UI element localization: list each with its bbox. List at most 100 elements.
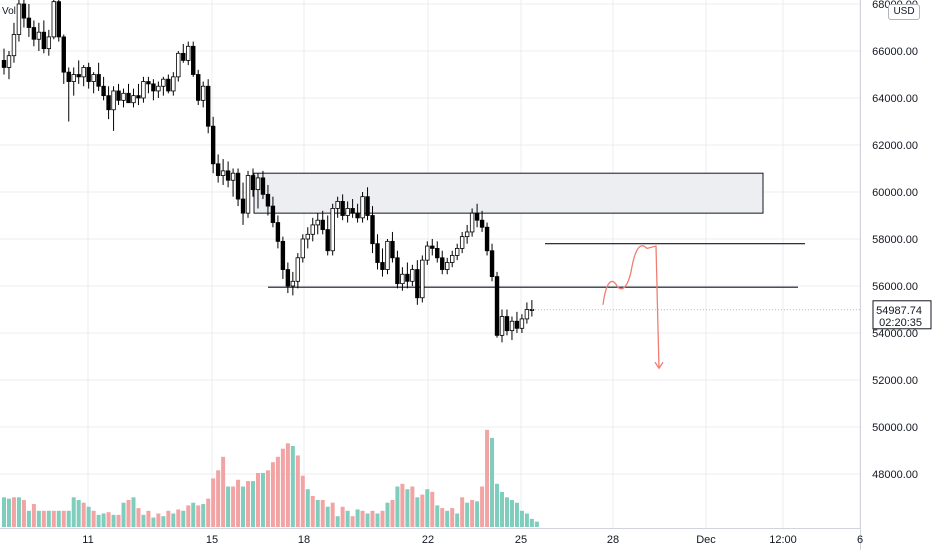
volume-bar xyxy=(385,502,390,527)
candle-body xyxy=(46,36,52,50)
candle xyxy=(196,69,201,106)
candle-body xyxy=(435,247,440,259)
candle-body xyxy=(66,71,71,82)
candle-body xyxy=(151,83,156,92)
candle xyxy=(6,51,12,80)
volume-bar xyxy=(340,506,345,527)
projection-arrow[interactable] xyxy=(602,245,664,370)
volume-bar xyxy=(450,508,455,527)
volume-bar xyxy=(524,513,529,527)
volume-bar xyxy=(270,462,275,527)
candle xyxy=(410,264,415,286)
candle xyxy=(335,196,340,218)
candle-body xyxy=(445,262,450,270)
countdown-label: 02:20:35 xyxy=(879,317,922,329)
candle xyxy=(121,88,126,108)
candle xyxy=(171,72,176,96)
volume-bar xyxy=(325,506,330,527)
volume-bar xyxy=(81,502,86,527)
volume-bar xyxy=(66,510,71,527)
candle xyxy=(375,234,380,270)
candle xyxy=(96,62,101,91)
candle xyxy=(494,271,500,338)
volume-bar xyxy=(156,513,161,527)
volume-bar xyxy=(529,518,534,527)
candle-body xyxy=(131,95,136,104)
volume-bar xyxy=(460,497,465,527)
volume-bar xyxy=(310,495,315,527)
candle-body xyxy=(51,1,56,38)
price-tick-label: 60000.00 xyxy=(872,187,918,199)
price-axis[interactable]: 68000.0066000.0064000.0062000.0060000.00… xyxy=(860,0,932,550)
volume-bar xyxy=(226,486,231,527)
candle xyxy=(484,222,490,256)
candle-body xyxy=(310,224,315,235)
volume-bar xyxy=(260,473,265,527)
volume-bar xyxy=(514,502,519,527)
candle xyxy=(225,161,231,188)
volume-bar xyxy=(490,437,495,527)
time-axis[interactable]: 11 15 18 22 25 28 Dec 12:00 6 xyxy=(0,528,863,547)
price-tick-label: 58000.00 xyxy=(872,234,918,246)
time-tick-label: 28 xyxy=(607,534,619,546)
candle xyxy=(156,81,161,98)
candle xyxy=(220,159,226,185)
support-levels[interactable] xyxy=(268,243,805,288)
price-badge-bg xyxy=(872,300,932,330)
candle xyxy=(111,86,116,131)
candle-body xyxy=(101,85,106,97)
candle-body xyxy=(499,316,505,336)
volume-bar xyxy=(509,500,514,527)
price-tick-label: 50000.00 xyxy=(872,422,918,434)
candle-body xyxy=(325,229,330,252)
candle-body xyxy=(166,78,171,92)
candle xyxy=(131,88,136,108)
candle xyxy=(469,208,475,237)
price-tick-label: 64000.00 xyxy=(872,93,918,105)
candle-body xyxy=(260,177,266,195)
candle xyxy=(464,224,470,244)
candle-body xyxy=(196,74,201,101)
time-tick-label: 25 xyxy=(515,534,527,546)
candle-body xyxy=(295,257,301,282)
volume-bar xyxy=(425,489,430,527)
candle-body xyxy=(479,219,485,228)
candle xyxy=(420,255,425,303)
candle xyxy=(370,206,375,254)
volume-bar xyxy=(111,514,116,527)
candle-body xyxy=(335,200,340,209)
candle-body xyxy=(1,60,7,68)
candle xyxy=(380,248,385,277)
resistance-zone[interactable] xyxy=(253,172,764,214)
candle-body xyxy=(415,269,420,299)
candle-body xyxy=(514,320,520,329)
candle-body xyxy=(191,45,196,75)
candle-body xyxy=(210,125,216,165)
candle-body xyxy=(141,81,146,99)
candle-body xyxy=(186,45,191,61)
candle xyxy=(440,250,445,275)
grid-lines xyxy=(0,0,861,528)
candle-body xyxy=(340,200,345,216)
candle xyxy=(76,60,81,84)
candle-body xyxy=(365,196,370,216)
price-tick-label: 48000.00 xyxy=(872,469,918,481)
volume-bar xyxy=(221,456,226,527)
volume-bar xyxy=(201,504,206,527)
candle xyxy=(514,311,520,333)
candle-body xyxy=(205,85,211,127)
volume-bar xyxy=(241,486,246,527)
candle xyxy=(320,210,325,235)
volume-bar xyxy=(345,510,350,527)
currency-badge[interactable]: USD xyxy=(888,4,920,20)
candle xyxy=(275,215,281,249)
volume-bar xyxy=(186,505,191,527)
candle-body xyxy=(61,36,66,73)
volume-bar xyxy=(500,491,504,527)
volume-label: Vol xyxy=(2,6,16,17)
projection-path xyxy=(602,245,660,369)
candle xyxy=(200,81,206,108)
price-tick-label: 62000.00 xyxy=(872,140,918,152)
